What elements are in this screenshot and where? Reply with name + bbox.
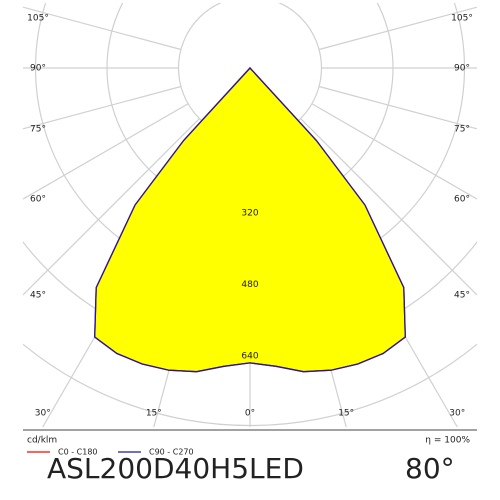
angle-label: 90° xyxy=(454,64,470,74)
unit-label: cd/klm xyxy=(27,436,57,446)
radial-label: 320 xyxy=(241,209,258,219)
title: ASL200D40H5LED xyxy=(47,452,304,485)
angle-label: 105° xyxy=(451,14,473,24)
angle-label: 60° xyxy=(454,195,470,205)
grid-ray xyxy=(318,85,477,130)
efficiency-label: η = 100% xyxy=(425,436,470,446)
angle-label: 45° xyxy=(454,291,470,301)
angle-label: 75° xyxy=(454,124,470,134)
angle-label: 60° xyxy=(30,195,46,205)
legend-label: C90 - C270 xyxy=(149,448,194,457)
grid-ray xyxy=(23,103,189,200)
grid-ray xyxy=(300,118,477,296)
angle-label: 105° xyxy=(27,14,49,24)
angle-label: 0° xyxy=(245,409,255,419)
angle-label: 15° xyxy=(338,409,354,419)
curve xyxy=(94,67,406,373)
grid-ray xyxy=(23,85,182,130)
angle-label: 45° xyxy=(30,291,46,301)
grid-ray xyxy=(311,103,477,200)
angle-label: 90° xyxy=(30,64,46,74)
legend: C0 - C180 C90 - C270 xyxy=(27,448,194,457)
labels: 105° 90° 75° 60° 45° 30° 15° 0° 15° 30° 45° 60° 75° 9… xyxy=(27,14,473,419)
angle-label: 30° xyxy=(35,409,51,419)
data-layer xyxy=(94,67,406,373)
grid-ray xyxy=(23,6,182,51)
legend-label: C0 - C180 xyxy=(58,448,98,457)
radial-label: 640 xyxy=(241,352,258,362)
grid-ray xyxy=(23,118,200,296)
angle-label: 15° xyxy=(146,409,162,419)
radial-label: 480 xyxy=(241,280,258,290)
light-area xyxy=(94,68,406,372)
subtitle: 80° xyxy=(405,452,455,485)
angle-label: 75° xyxy=(30,124,46,134)
grid-ray xyxy=(318,6,477,51)
angle-label: 30° xyxy=(449,409,465,419)
